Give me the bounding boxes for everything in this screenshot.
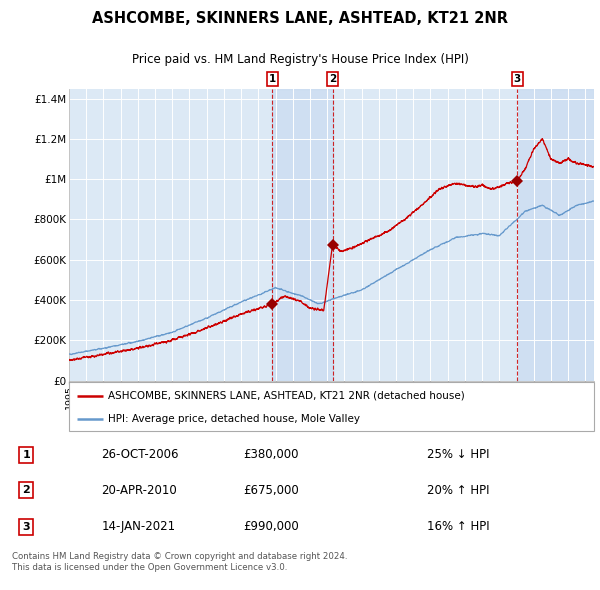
- Text: Contains HM Land Registry data © Crown copyright and database right 2024.
This d: Contains HM Land Registry data © Crown c…: [12, 552, 347, 572]
- Text: 25% ↓ HPI: 25% ↓ HPI: [427, 448, 489, 461]
- Text: ASHCOMBE, SKINNERS LANE, ASHTEAD, KT21 2NR: ASHCOMBE, SKINNERS LANE, ASHTEAD, KT21 2…: [92, 11, 508, 27]
- Text: £990,000: £990,000: [244, 520, 299, 533]
- Text: HPI: Average price, detached house, Mole Valley: HPI: Average price, detached house, Mole…: [109, 414, 361, 424]
- Text: ASHCOMBE, SKINNERS LANE, ASHTEAD, KT21 2NR (detached house): ASHCOMBE, SKINNERS LANE, ASHTEAD, KT21 2…: [109, 391, 465, 401]
- Text: £380,000: £380,000: [244, 448, 299, 461]
- Text: 20% ↑ HPI: 20% ↑ HPI: [427, 484, 489, 497]
- Text: 20-APR-2010: 20-APR-2010: [101, 484, 177, 497]
- Text: 2: 2: [329, 74, 336, 84]
- Bar: [272, 88, 332, 381]
- Text: 14-JAN-2021: 14-JAN-2021: [101, 520, 175, 533]
- Text: 3: 3: [23, 522, 30, 532]
- Text: Price paid vs. HM Land Registry's House Price Index (HPI): Price paid vs. HM Land Registry's House …: [131, 53, 469, 67]
- Text: 26-OCT-2006: 26-OCT-2006: [101, 448, 179, 461]
- Bar: [517, 88, 594, 381]
- Text: 1: 1: [269, 74, 276, 84]
- Text: £675,000: £675,000: [244, 484, 299, 497]
- FancyBboxPatch shape: [69, 382, 594, 431]
- Text: 2: 2: [23, 486, 30, 495]
- Text: 1: 1: [23, 450, 30, 460]
- Text: 16% ↑ HPI: 16% ↑ HPI: [427, 520, 490, 533]
- Text: 3: 3: [514, 74, 521, 84]
